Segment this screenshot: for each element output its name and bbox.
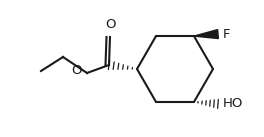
Text: O: O bbox=[106, 18, 116, 31]
Text: O: O bbox=[72, 65, 82, 78]
Text: F: F bbox=[223, 28, 230, 41]
Polygon shape bbox=[194, 30, 218, 39]
Text: HO: HO bbox=[223, 97, 243, 110]
